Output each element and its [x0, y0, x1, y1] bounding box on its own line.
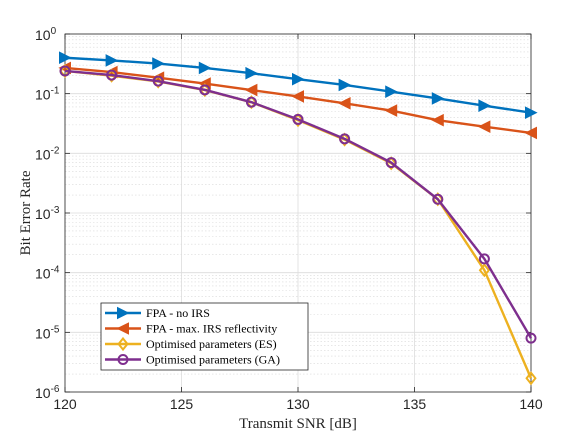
- data-point: [245, 66, 259, 80]
- data-point: [525, 332, 537, 344]
- x-tick-label: 120: [53, 396, 77, 412]
- data-point: [338, 78, 352, 92]
- data-point: [198, 61, 212, 75]
- x-axis-label: Transmit SNR [dB]: [239, 416, 357, 432]
- legend-label: Optimised parameters (ES): [146, 337, 277, 351]
- data-point: [385, 157, 397, 169]
- legend-marker: [117, 336, 129, 352]
- data-point: [524, 126, 537, 140]
- legend-label: FPA - no IRS: [146, 306, 210, 320]
- legend-marker: [117, 354, 129, 365]
- legend-marker: [116, 322, 129, 335]
- y-tick-label: 100: [35, 26, 57, 43]
- y-tick-label: 10-5: [35, 324, 60, 341]
- data-point: [477, 120, 491, 133]
- data-point: [291, 90, 304, 103]
- y-tick-label: 10-4: [35, 265, 60, 282]
- data-point: [152, 75, 164, 87]
- legend-item: FPA - max. IRS reflectivity: [105, 322, 277, 336]
- legend-item: FPA - no IRS: [105, 306, 210, 320]
- y-tick-label: 10-3: [35, 205, 60, 222]
- legend-item: Optimised parameters (GA): [105, 353, 280, 367]
- data-point: [431, 92, 445, 105]
- x-tick-label: 135: [403, 396, 427, 412]
- series-line: [64, 69, 533, 339]
- series-4: [59, 65, 537, 344]
- x-tick-label: 130: [286, 396, 310, 412]
- data-point: [59, 65, 71, 77]
- data-point: [105, 54, 119, 67]
- data-point: [292, 113, 304, 125]
- data-point: [152, 57, 165, 70]
- data-point: [337, 96, 351, 110]
- data-point: [199, 84, 211, 96]
- series-1: [59, 51, 538, 119]
- data-point: [432, 193, 444, 205]
- data-point: [384, 104, 398, 117]
- y-axis-label: Bit Error Rate: [18, 170, 34, 255]
- data-point: [59, 51, 72, 65]
- data-point: [339, 133, 351, 145]
- data-point: [525, 371, 537, 386]
- legend-label: Optimised parameters (GA): [146, 353, 280, 367]
- data-point: [525, 106, 538, 119]
- data-point: [478, 253, 490, 265]
- data-point: [385, 85, 398, 98]
- data-point: [245, 96, 257, 108]
- x-tick-label: 125: [170, 396, 194, 412]
- data-point: [478, 263, 491, 278]
- data-point: [478, 99, 492, 112]
- series-layer: [58, 51, 538, 386]
- y-tick-label: 10-1: [35, 86, 60, 103]
- x-tick-label: 140: [519, 396, 543, 412]
- data-point: [292, 72, 305, 86]
- legend-item: Optimised parameters (ES): [105, 336, 277, 352]
- data-point: [106, 69, 118, 81]
- data-point: [244, 83, 258, 97]
- y-tick-label: 10-2: [35, 145, 60, 162]
- data-point: [431, 113, 444, 127]
- legend-label: FPA - max. IRS reflectivity: [146, 322, 277, 336]
- legend-marker: [117, 306, 130, 320]
